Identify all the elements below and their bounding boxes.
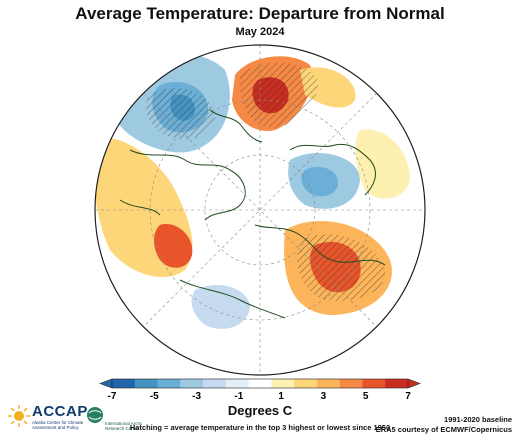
cold-core-siberia (301, 166, 339, 197)
accap-sun-icon (8, 405, 30, 427)
colorbar-segment (339, 379, 363, 388)
colorbar-tick-label: 7 (405, 391, 411, 402)
colorbar-title: Degrees C (227, 403, 293, 418)
colorbar-segment (248, 379, 272, 388)
baseline-note: 1991-2020 baseline ERA5 courtesy of ECMW… (376, 415, 512, 435)
warm-core-west (154, 224, 193, 268)
colorbar-tick-label: -1 (234, 391, 243, 402)
colorbar-tick-label: 1 (278, 391, 284, 402)
accap-logo-text: ACCAP (32, 403, 88, 420)
iarc-logo-subtext: International Arctic Research Center (105, 421, 143, 431)
map-subtitle: May 2024 (235, 26, 285, 38)
colorbar-tick-label: -5 (150, 391, 159, 402)
colorbar-segment (203, 379, 227, 388)
hatched-region-europe (145, 88, 215, 140)
data-source-line: ERA5 courtesy of ECMWF/Copernicus (375, 425, 512, 434)
colorbar-segment (294, 379, 318, 388)
mild-warm-east (355, 129, 410, 199)
colorbar-segment (225, 379, 250, 388)
accap-logo-subtext: Alaska Center for Climate Assessment and… (32, 420, 84, 430)
accap-logo: ACCAP Alaska Center for Climate Assessme… (8, 403, 88, 437)
baseline-line: 1991-2020 baseline (444, 415, 512, 424)
colorbar-tick-label: 3 (321, 391, 327, 402)
globe-icon (87, 407, 103, 423)
iarc-logo: International Arctic Research Center (86, 404, 146, 438)
cool-anomaly-south (191, 285, 250, 329)
hatching-footnote: Hatching = average temperature in the to… (129, 423, 391, 432)
hatched-region-russia (239, 62, 319, 129)
colorbar-tick-label: -3 (192, 391, 201, 402)
colorbar-segment (112, 379, 136, 388)
colorbar-segment (157, 379, 181, 388)
map-title: Average Temperature: Departure from Norm… (75, 4, 445, 23)
map-border (94, 44, 426, 376)
hatched-region-canada (297, 234, 386, 302)
colorbar-segment (316, 379, 341, 388)
coastlines (119, 109, 386, 319)
colorbar-tick-label: 5 (363, 391, 369, 402)
colorbar-min-arrow (99, 378, 113, 389)
colorbar-segment (134, 379, 158, 388)
colorbar-segment (271, 379, 295, 388)
colorbar-segment (362, 379, 386, 388)
colorbar-segment (180, 379, 204, 388)
colorbar-tick-label: -7 (108, 391, 117, 402)
colorbar-segment (385, 379, 409, 388)
colorbar-max-arrow (407, 378, 421, 389)
